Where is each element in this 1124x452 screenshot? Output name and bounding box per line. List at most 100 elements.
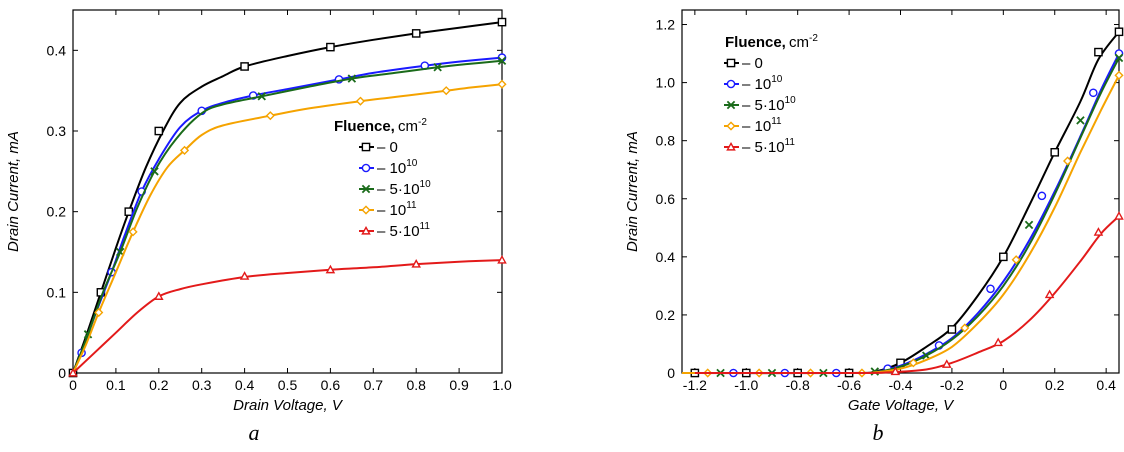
data-point-b-3-5 bbox=[960, 323, 970, 333]
series-line-a-3 bbox=[72, 83, 503, 374]
data-point-b-4-4 bbox=[1093, 227, 1104, 236]
y-tick-label-b: 0 bbox=[667, 365, 675, 381]
y-axis-title-a: Drain Current, mA bbox=[5, 131, 22, 252]
y-axis-title-b: Drain Current, mA bbox=[624, 131, 641, 252]
data-point-a-0-4 bbox=[240, 62, 249, 71]
legend-label-b-4: – 5·1011 bbox=[742, 137, 795, 156]
legend-a: Fluence, cm-2– 0 – 1010 – 5·1010 – 1011 – 5·1… bbox=[334, 117, 431, 240]
data-point-a-3-1 bbox=[128, 227, 138, 237]
data-point-b-2-7 bbox=[1114, 53, 1124, 63]
data-point-a-3-4 bbox=[355, 96, 366, 106]
legend-label-sup-b-3: 11 bbox=[771, 116, 782, 127]
legend-title-a: Fluence, bbox=[334, 118, 395, 135]
series-line-a-1 bbox=[72, 56, 503, 374]
data-point-a-3-6 bbox=[497, 79, 507, 89]
series-a-2 bbox=[72, 56, 507, 374]
legend-b: Fluence, cm-2 – 0 – 1010 – 5·1010 – 1011 – 5·1… bbox=[724, 33, 818, 156]
legend-label-b-1: – 1010 bbox=[742, 74, 783, 93]
legend-marker-b-2 bbox=[726, 100, 736, 110]
y-tick-label-a: 0.3 bbox=[47, 123, 67, 139]
series-line-b-4 bbox=[694, 215, 1120, 375]
data-point-b-3-7 bbox=[1063, 156, 1073, 166]
data-point-b-1-6 bbox=[1037, 191, 1047, 201]
x-tick-label-b: -0.2 bbox=[940, 377, 964, 393]
data-point-b-1-7 bbox=[1088, 88, 1098, 98]
data-point-b-3-4 bbox=[908, 358, 918, 368]
legend-label-sup-a-4: 11 bbox=[420, 221, 431, 232]
x-axis-title-a: Drain Voltage, V bbox=[233, 397, 344, 414]
x-axis-title-b: Gate Voltage, V bbox=[848, 397, 955, 414]
series-a-3 bbox=[72, 79, 507, 374]
x-tick-label-b: 0.4 bbox=[1096, 377, 1116, 393]
x-tick-label-b: -0.6 bbox=[837, 377, 861, 393]
legend-unit-sup-a: -2 bbox=[418, 117, 427, 128]
x-tick-label-a: 0.1 bbox=[106, 377, 126, 393]
series-line-a-0 bbox=[72, 21, 503, 374]
legend-marker-b-1 bbox=[726, 79, 736, 89]
x-tick-label-b: -1.0 bbox=[734, 377, 758, 393]
data-point-a-3-3 bbox=[265, 111, 275, 121]
legend-marker-a-4 bbox=[361, 225, 371, 235]
legend-title-b: Fluence, bbox=[725, 34, 786, 51]
data-point-a-4-0 bbox=[68, 367, 78, 377]
data-point-a-0-3 bbox=[154, 126, 164, 136]
data-point-b-4-3 bbox=[1044, 289, 1055, 299]
x-tick-label-b: -0.4 bbox=[888, 377, 912, 393]
legend-marker-a-0 bbox=[361, 142, 371, 152]
legend-label-a-1: – 1010 bbox=[377, 158, 418, 177]
legend-label-sup-a-2: 10 bbox=[420, 179, 432, 190]
data-point-a-3-0 bbox=[94, 307, 104, 318]
x-tick-label-a: 0.2 bbox=[149, 377, 169, 393]
legend-marker-a-2 bbox=[361, 184, 371, 194]
data-point-b-1-5 bbox=[986, 284, 995, 294]
x-tick-label-a: 0.4 bbox=[235, 377, 255, 393]
legend-unit-sup-b: -2 bbox=[809, 33, 818, 44]
y-tick-label-b: 0.8 bbox=[656, 133, 676, 149]
data-point-b-2-6 bbox=[1076, 116, 1085, 125]
data-point-a-3-2 bbox=[179, 145, 190, 155]
panel-b: -1.2 -1.0 -0.8 -0.6 -0.4 -0.2 0 0.2 0.4 0 0.2 0.4 0.… bbox=[624, 9, 1124, 445]
series-b-4 bbox=[694, 211, 1124, 376]
legend-label-a-4: – 5·1011 bbox=[377, 221, 430, 240]
x-tick-label-a: 0.9 bbox=[449, 377, 469, 393]
data-point-a-4-1 bbox=[154, 291, 164, 300]
y-tick-label-b: 0.4 bbox=[656, 249, 676, 265]
data-point-b-3-6 bbox=[1011, 255, 1021, 265]
x-tick-label-a: 0.8 bbox=[406, 377, 426, 393]
legend-unit-a: cm-2 bbox=[398, 117, 427, 135]
data-point-a-4-2 bbox=[239, 271, 250, 280]
data-point-b-0-9 bbox=[1114, 27, 1124, 37]
x-tick-label-b: -1.2 bbox=[683, 377, 707, 393]
x-tick-label-a: 0.6 bbox=[321, 377, 341, 393]
legend-marker-a-3 bbox=[361, 205, 371, 215]
data-point-b-0-8 bbox=[1094, 47, 1103, 57]
series-line-a-2 bbox=[72, 59, 503, 374]
data-point-a-4-5 bbox=[497, 255, 507, 264]
data-point-b-3-8 bbox=[1114, 70, 1124, 80]
legend-label-sup-a-3: 11 bbox=[406, 200, 417, 211]
legend-label-sup-b-2: 10 bbox=[785, 95, 797, 106]
legend-marker-a-1 bbox=[361, 163, 371, 173]
legend-label-sup-b-1: 10 bbox=[771, 74, 783, 85]
x-tick-label-a: 0.7 bbox=[364, 377, 384, 393]
legend-label-sup-b-4: 11 bbox=[785, 137, 796, 148]
x-tick-label-a: 0.5 bbox=[278, 377, 298, 393]
data-point-b-0-6 bbox=[999, 252, 1008, 262]
x-tick-label-b: -0.8 bbox=[786, 377, 810, 393]
legend-label-a-0: – 0 bbox=[377, 139, 398, 156]
y-tick-label-a: 0 bbox=[58, 365, 66, 381]
data-point-a-2-4 bbox=[347, 74, 357, 83]
data-point-a-0-5 bbox=[326, 42, 335, 52]
x-tick-label-a: 0.3 bbox=[192, 377, 212, 393]
y-tick-label-b: 0.6 bbox=[656, 191, 676, 207]
y-tick-label-a: 0.1 bbox=[47, 284, 67, 300]
data-point-b-4-2 bbox=[993, 337, 1003, 347]
data-point-a-0-7 bbox=[497, 17, 507, 27]
y-tick-label-a: 0.2 bbox=[47, 204, 67, 220]
data-point-b-0-5 bbox=[947, 325, 957, 334]
data-point-a-2-3 bbox=[257, 92, 266, 101]
data-point-a-2-5 bbox=[433, 63, 442, 72]
data-point-a-0-6 bbox=[411, 29, 421, 38]
data-point-a-2-2 bbox=[150, 167, 159, 176]
